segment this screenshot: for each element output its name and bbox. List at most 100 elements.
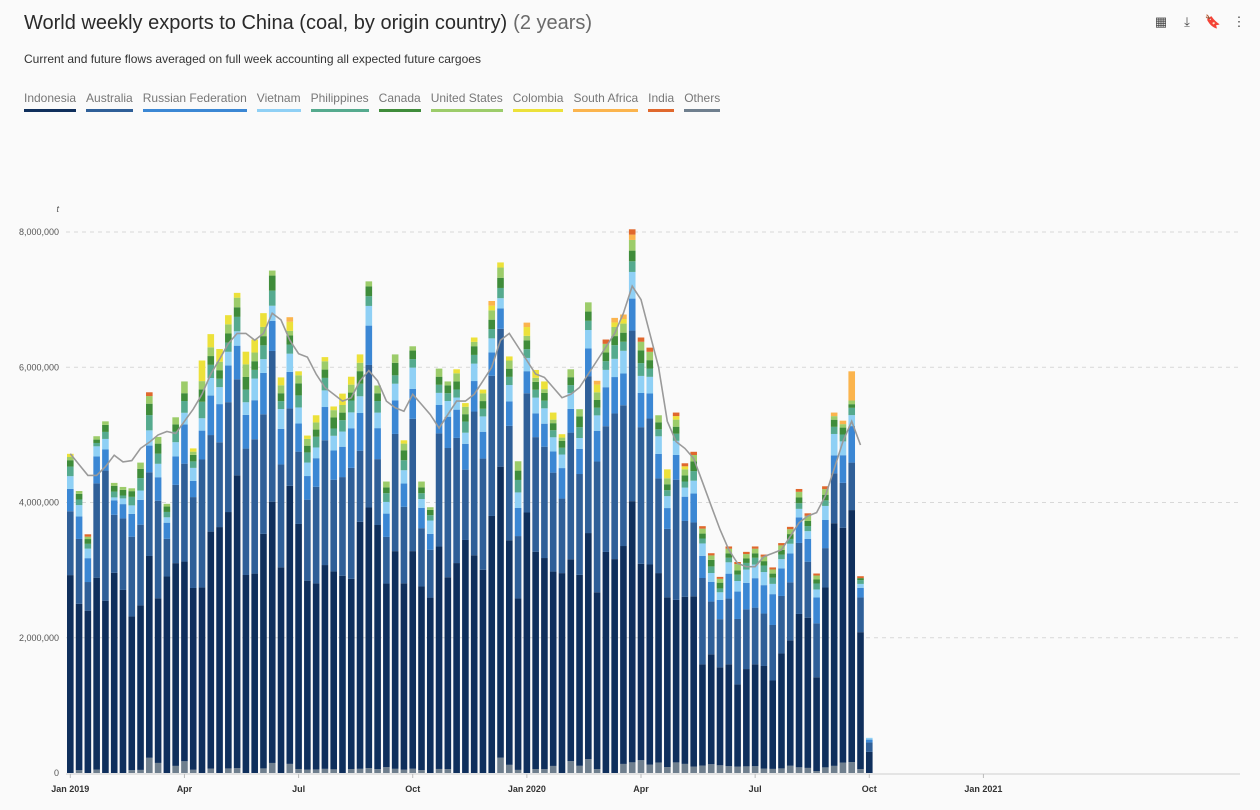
bar-segment-australia xyxy=(602,426,610,552)
bar-segment-indonesia xyxy=(418,586,425,771)
bar-segment-australia xyxy=(778,595,785,654)
bar-segment-canada xyxy=(830,419,838,427)
bar-segment-philippines xyxy=(506,376,513,386)
bar-segment-indonesia xyxy=(154,598,162,763)
bar-week xyxy=(251,339,258,773)
legend-item-south-africa[interactable]: South Africa xyxy=(573,91,639,112)
bar-segment-russian-federation xyxy=(462,443,469,470)
bar-segment-colombia xyxy=(225,315,232,325)
bar-segment-colombia xyxy=(304,435,311,439)
bar-segment-india xyxy=(602,339,610,344)
bar-segment-vietnam xyxy=(558,454,566,469)
bar-segment-indonesia xyxy=(813,677,820,772)
bar-segment-vietnam xyxy=(664,496,671,509)
bar-segment-united-states xyxy=(848,400,856,405)
bar-segment-australia xyxy=(655,478,662,574)
bar-segment-canada xyxy=(251,361,258,370)
bar-segment-russian-federation xyxy=(637,393,645,428)
bar-week xyxy=(830,412,838,773)
bar-week xyxy=(479,389,487,773)
bar-segment-united-states xyxy=(154,436,162,444)
bar-segment-canada xyxy=(321,369,329,378)
bar-segment-indonesia xyxy=(497,466,504,758)
bar-segment-indonesia xyxy=(102,600,109,773)
bar-segment-united-states xyxy=(435,368,443,377)
bar-segment-indonesia xyxy=(725,664,733,767)
bar-segment-philippines xyxy=(716,588,724,593)
bar-segment-indonesia xyxy=(67,575,74,773)
bar-segment-canada xyxy=(585,311,592,321)
legend-item-canada[interactable]: Canada xyxy=(378,91,421,112)
bar-segment-others xyxy=(189,769,197,773)
bar-segment-australia xyxy=(734,618,741,685)
legend-item-australia[interactable]: Australia xyxy=(86,91,133,112)
legend-item-indonesia[interactable]: Indonesia xyxy=(24,91,77,112)
bookmark-icon[interactable]: 🔖 xyxy=(1204,14,1222,29)
bar-segment-others xyxy=(225,768,232,773)
bar-segment-colombia xyxy=(672,416,680,420)
legend-item-russian-federation[interactable]: Russian Federation xyxy=(142,91,247,112)
bar-segment-russian-federation xyxy=(497,308,504,329)
bar-segment-canada xyxy=(778,549,785,555)
bar-segment-canada xyxy=(426,509,434,516)
bar-segment-russian-federation xyxy=(514,508,522,537)
bar-week xyxy=(339,393,346,773)
bar-segment-australia xyxy=(312,486,320,584)
bar-segment-canada xyxy=(646,360,654,369)
bar-segment-vietnam xyxy=(707,572,715,582)
bar-segment-philippines xyxy=(497,287,504,299)
bar-segment-russian-federation xyxy=(672,454,680,480)
bar-segment-philippines xyxy=(435,384,443,393)
bar-week xyxy=(743,551,750,773)
more-icon[interactable]: ⋮ xyxy=(1232,14,1246,29)
bar-segment-vietnam xyxy=(374,412,381,429)
bar-segment-philippines xyxy=(628,261,636,272)
bar-segment-indonesia xyxy=(391,551,399,769)
bar-segment-australia xyxy=(786,582,794,641)
bar-week xyxy=(611,317,618,773)
bar-week xyxy=(620,314,627,773)
bar-segment-indonesia xyxy=(172,563,179,766)
bar-segment-canada xyxy=(760,561,768,566)
bar-segment-canada xyxy=(769,573,776,578)
bar-segment-russian-federation xyxy=(822,520,829,549)
legend-item-vietnam[interactable]: Vietnam xyxy=(256,91,301,112)
bar-segment-canada xyxy=(260,336,267,346)
bar-segment-indonesia xyxy=(312,583,320,770)
bar-segment-others xyxy=(506,764,513,773)
bar-segment-united-states xyxy=(637,341,645,351)
bar-segment-south-africa xyxy=(830,412,838,417)
bar-segment-australia xyxy=(260,414,267,534)
bar-week xyxy=(163,503,171,773)
bar-segment-united-states xyxy=(383,481,390,488)
legend-item-india[interactable]: India xyxy=(648,91,675,112)
legend-item-united-states[interactable]: United States xyxy=(430,91,503,112)
bar-segment-indonesia xyxy=(251,573,258,773)
download-icon[interactable]: ⤓ xyxy=(1184,14,1190,29)
bar-segment-vietnam xyxy=(488,338,496,353)
bar-segment-canada xyxy=(154,443,162,454)
bar-segment-russian-federation xyxy=(602,387,610,427)
bar-segment-colombia xyxy=(330,406,337,411)
bar-segment-philippines xyxy=(778,554,785,560)
bar-week xyxy=(286,317,294,773)
legend-item-colombia[interactable]: Colombia xyxy=(512,91,564,112)
bar-segment-indonesia xyxy=(672,599,680,763)
bar-segment-australia xyxy=(347,467,355,579)
bar-segment-canada xyxy=(268,275,276,291)
legend-item-others[interactable]: Others xyxy=(684,91,721,112)
bar-segment-russian-federation xyxy=(541,423,548,447)
bar-segment-united-states xyxy=(128,488,136,492)
bar-segment-russian-federation xyxy=(172,456,179,485)
layout-icon[interactable]: ▦ xyxy=(1154,14,1168,29)
bar-segment-canada xyxy=(497,277,504,288)
bar-segment-colombia xyxy=(260,313,267,327)
legend-item-philippines[interactable]: Philippines xyxy=(310,91,369,112)
bar-segment-vietnam xyxy=(672,440,680,455)
bar-segment-philippines xyxy=(760,565,768,573)
bar-segment-colombia xyxy=(207,334,215,348)
bar-week xyxy=(506,356,513,773)
bar-segment-australia xyxy=(426,549,434,598)
bar-segment-philippines xyxy=(795,503,803,509)
bar-week xyxy=(374,385,381,773)
